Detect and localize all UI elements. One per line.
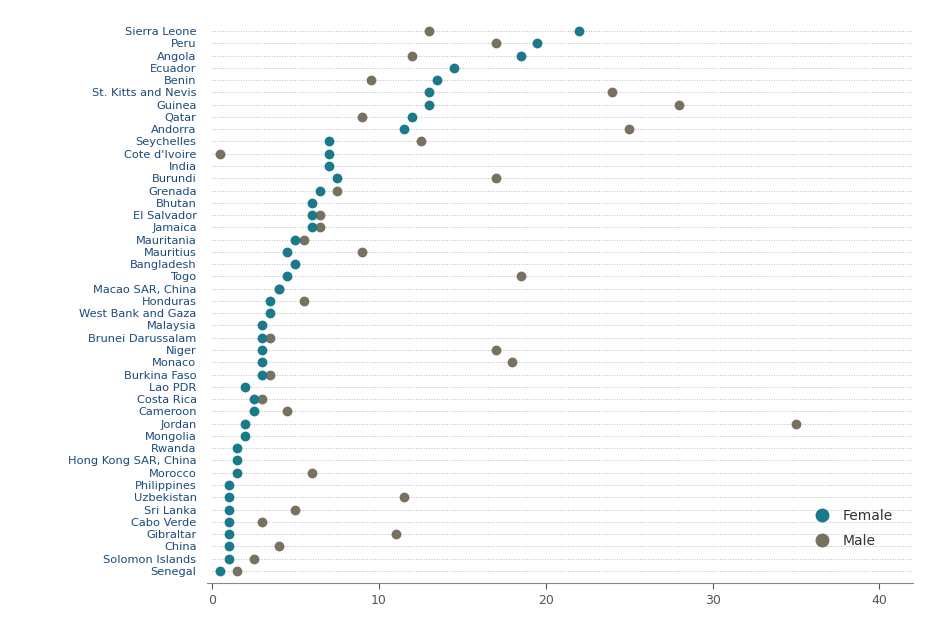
Point bbox=[504, 357, 519, 367]
Point bbox=[247, 406, 262, 416]
Point bbox=[321, 161, 336, 171]
Point bbox=[288, 259, 303, 269]
Point bbox=[271, 283, 286, 293]
Point bbox=[263, 369, 278, 379]
Point bbox=[288, 505, 303, 515]
Point bbox=[446, 63, 461, 73]
Point bbox=[230, 443, 245, 453]
Point bbox=[230, 455, 245, 465]
Point bbox=[405, 51, 420, 61]
Point bbox=[221, 480, 236, 490]
Point bbox=[488, 173, 503, 183]
Point bbox=[355, 112, 370, 122]
Point bbox=[430, 75, 445, 85]
Point bbox=[622, 124, 637, 134]
Point bbox=[305, 198, 320, 208]
Point bbox=[305, 223, 320, 233]
Legend: Female, Male: Female, Male bbox=[803, 503, 899, 554]
Point bbox=[263, 296, 278, 306]
Point bbox=[247, 394, 262, 404]
Point bbox=[488, 345, 503, 355]
Point bbox=[355, 247, 370, 257]
Point bbox=[363, 75, 378, 85]
Point bbox=[271, 541, 286, 551]
Point bbox=[221, 554, 236, 564]
Point bbox=[279, 271, 295, 282]
Point bbox=[221, 541, 236, 551]
Point bbox=[288, 234, 303, 245]
Point bbox=[313, 223, 328, 233]
Point bbox=[255, 369, 270, 379]
Point bbox=[388, 529, 403, 539]
Point bbox=[255, 394, 270, 404]
Point bbox=[279, 406, 295, 416]
Point bbox=[221, 505, 236, 515]
Point bbox=[238, 431, 253, 441]
Point bbox=[321, 137, 336, 147]
Point bbox=[313, 210, 328, 220]
Point bbox=[413, 137, 428, 147]
Point bbox=[530, 38, 545, 48]
Point bbox=[255, 333, 270, 343]
Point bbox=[422, 100, 437, 110]
Point bbox=[247, 554, 262, 564]
Point bbox=[321, 149, 336, 159]
Point bbox=[571, 26, 586, 36]
Point bbox=[255, 517, 270, 527]
Point bbox=[396, 124, 411, 134]
Point bbox=[305, 468, 320, 478]
Point bbox=[313, 186, 328, 196]
Point bbox=[329, 173, 344, 183]
Point bbox=[263, 333, 278, 343]
Point bbox=[213, 149, 228, 159]
Point bbox=[329, 186, 344, 196]
Point bbox=[672, 100, 687, 110]
Point bbox=[263, 308, 278, 319]
Point bbox=[213, 566, 228, 576]
Point bbox=[422, 87, 437, 97]
Point bbox=[255, 345, 270, 355]
Point bbox=[230, 566, 245, 576]
Point bbox=[221, 492, 236, 502]
Point bbox=[271, 283, 286, 293]
Point bbox=[238, 419, 253, 429]
Point bbox=[221, 529, 236, 539]
Point bbox=[513, 51, 528, 61]
Point bbox=[230, 468, 245, 478]
Point bbox=[279, 247, 295, 257]
Point bbox=[296, 296, 311, 306]
Point bbox=[221, 517, 236, 527]
Point bbox=[255, 357, 270, 367]
Point bbox=[396, 492, 411, 502]
Point bbox=[605, 87, 620, 97]
Point bbox=[789, 419, 804, 429]
Point bbox=[405, 112, 420, 122]
Point bbox=[296, 234, 311, 245]
Point bbox=[238, 382, 253, 392]
Point bbox=[513, 271, 528, 282]
Point bbox=[488, 38, 503, 48]
Point bbox=[305, 210, 320, 220]
Point bbox=[255, 320, 270, 330]
Point bbox=[422, 26, 437, 36]
